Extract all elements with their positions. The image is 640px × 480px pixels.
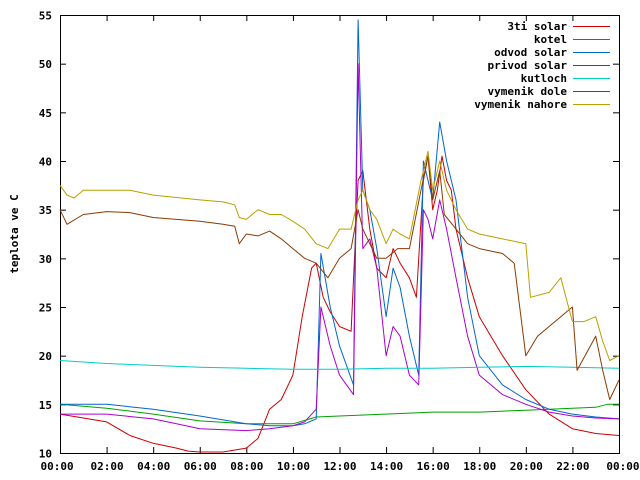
y-tick-label: 45 — [39, 107, 52, 120]
y-tick-label: 30 — [39, 253, 52, 266]
y-tick-label: 40 — [39, 156, 52, 169]
y-tick-label: 15 — [39, 399, 52, 412]
legend-label: vymenik dole — [488, 85, 568, 98]
y-tick-label: 50 — [39, 58, 52, 71]
x-tick-label: 20:00 — [510, 460, 543, 473]
x-tick-label: 10:00 — [277, 460, 310, 473]
x-tick-label: 12:00 — [323, 460, 356, 473]
series-line-6 — [59, 155, 620, 400]
x-tick-label: 00:00 — [41, 460, 74, 473]
legend-label: privod solar — [488, 59, 568, 72]
legend-label: vymenik nahore — [474, 98, 567, 111]
y-tick-label: 25 — [39, 302, 52, 315]
x-tick-label: 00:00 — [606, 460, 639, 473]
legend-label: odvod solar — [494, 46, 567, 59]
axis-ticks: 10 15 20 25 30 35 40 45 50 55 00:00 02:00 04:00 06:00… — [39, 10, 640, 474]
legend-label: 3ti solar — [507, 20, 567, 33]
series-line-7 — [59, 150, 620, 361]
x-tick-label: 06:00 — [184, 460, 217, 473]
series-lines — [59, 19, 620, 453]
series-line-5 — [59, 360, 620, 370]
series-line-2 — [59, 403, 619, 425]
series-line-4 — [60, 63, 620, 432]
x-tick-label: 04:00 — [137, 460, 170, 473]
legend-label: kutloch — [521, 72, 567, 85]
x-tick-label: 16:00 — [417, 460, 450, 473]
x-tick-label: 14:00 — [370, 460, 403, 473]
x-tick-label: 08:00 — [230, 460, 263, 473]
x-tick-label: 02:00 — [91, 460, 124, 473]
y-tick-label: 35 — [39, 204, 52, 217]
y-axis-label: teplota ve C — [8, 194, 21, 273]
y-tick-label: 55 — [39, 10, 52, 23]
x-tick-label: 22:00 — [556, 460, 589, 473]
x-tick-label: 18:00 — [463, 460, 496, 473]
y-tick-label: 20 — [39, 350, 52, 363]
y-tick-label: 10 — [39, 448, 52, 461]
legend-label: kotel — [534, 33, 567, 46]
